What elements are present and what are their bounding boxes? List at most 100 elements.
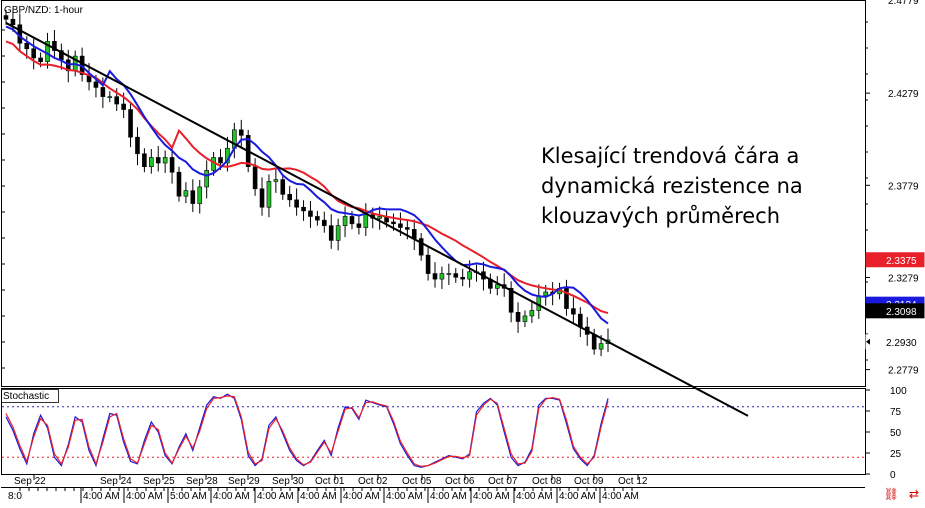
candle-body: [287, 194, 293, 201]
candle-body: [252, 166, 258, 190]
candle-body: [107, 96, 113, 98]
candle-body: [142, 153, 147, 167]
candle-body: [494, 284, 500, 289]
candle-body: [467, 271, 472, 280]
price-tag-label-trendline: 2.3098: [886, 307, 917, 318]
x-date-label: Sep 22: [14, 476, 46, 487]
candle-body: [273, 179, 279, 182]
stochastic-title-box: [1, 389, 59, 403]
candle-body: [564, 288, 569, 309]
candle-body: [308, 210, 313, 217]
candle-body: [439, 273, 445, 280]
x-date-label: Oct 08: [532, 476, 562, 487]
x-date-label: Sep 28: [186, 476, 218, 487]
price-tag-label-last-price: 2.2930: [886, 338, 917, 349]
candle-body: [446, 273, 452, 275]
y-tick-label: 2.3279: [888, 273, 919, 284]
x-date-label: Oct 07: [488, 476, 518, 487]
x-date-label: Oct 06: [445, 476, 475, 487]
candle-body: [328, 225, 334, 241]
y-tick-label: 2.4279: [888, 89, 919, 100]
footer-icons: ⛓ ⇄: [884, 487, 919, 501]
stochastic-y-tick-label: 0: [890, 470, 896, 481]
candle-body: [114, 96, 120, 105]
x-time-label: 4:00 AM: [83, 491, 120, 502]
candle-body: [128, 109, 133, 138]
candle-body: [38, 57, 43, 62]
main-y-axis: [865, 92, 870, 371]
x-date-label: Sep 30: [272, 476, 304, 487]
candle-body: [31, 48, 36, 59]
stochastic-y-tick-label: 75: [890, 407, 902, 418]
x-time-label: 4:00 AM: [386, 491, 423, 502]
candle-body: [432, 273, 438, 280]
link-icon[interactable]: ⛓: [883, 487, 899, 501]
arrows-icon[interactable]: ⇄: [908, 487, 919, 501]
fast-moving-average-line: [5, 25, 609, 325]
candle-body: [598, 343, 604, 350]
candle-body: [204, 170, 209, 188]
candle-body: [342, 216, 348, 226]
stochastic-series-0: [5, 393, 609, 468]
candle-body: [183, 190, 189, 197]
candle-body: [425, 254, 431, 274]
candle-body: [10, 18, 16, 26]
last-price-marker: [866, 338, 870, 345]
candle-body: [301, 206, 306, 212]
candle-body: [24, 42, 30, 50]
candle-body: [377, 216, 382, 219]
candle-body: [356, 223, 362, 228]
main-plot-frame: [1, 0, 866, 387]
candle-body: [218, 157, 223, 164]
x-time-label: 4:00 AM: [213, 491, 250, 502]
candle-body: [280, 179, 286, 195]
x-time-label: 4:00 AM: [126, 491, 163, 502]
candle-body: [190, 190, 196, 204]
candle-body: [591, 334, 597, 350]
candle-body: [259, 188, 265, 208]
candle-body: [349, 216, 355, 225]
candle-body: [315, 216, 320, 221]
candle-body: [418, 238, 424, 256]
candle-body: [321, 219, 327, 226]
x-axis-labels: [33, 474, 639, 503]
x-time-label: 4:00 AM: [516, 491, 553, 502]
trendline-annotation: Klesající trendová čára a dynamická rezi…: [541, 144, 803, 228]
x-date-label: Oct 05: [402, 476, 432, 487]
x-date-label: Sep 24: [100, 476, 132, 487]
x-time-label: 4:00 AM: [430, 491, 467, 502]
x-date-label: Oct 01: [315, 476, 345, 487]
candle-body: [155, 157, 161, 164]
candle-body: [391, 221, 396, 225]
candle-body: [536, 295, 542, 311]
candle-body: [52, 41, 57, 51]
candle-body: [571, 308, 576, 315]
candle-body: [238, 129, 244, 136]
trendline: [5, 22, 749, 417]
candle-body: [121, 103, 126, 110]
candle-body: [453, 273, 459, 278]
candle-body: [508, 288, 514, 313]
candle-body: [460, 276, 465, 280]
x-time-label: 5:00 AM: [170, 491, 207, 502]
x-time-label: 4:00 AM: [343, 491, 380, 502]
candle-body: [266, 181, 272, 208]
candle-body: [135, 136, 140, 155]
stochastic-y-tick-label: 100: [890, 386, 907, 397]
candle-body: [363, 214, 369, 228]
price-tag-slow-ma: [865, 252, 925, 268]
candle-body: [176, 171, 182, 197]
candle-body: [162, 157, 168, 164]
x-date-label: Oct 02: [358, 476, 388, 487]
x-time-label: 8:0: [8, 491, 22, 502]
candle-body: [515, 311, 521, 322]
x-date-label: Sep 25: [143, 476, 175, 487]
price-tag-label-slow-ma: 2.3375: [886, 256, 917, 267]
candle-body: [335, 225, 341, 241]
candle-body: [3, 15, 9, 20]
y-tick-label: 2.3779: [888, 181, 919, 192]
y-tick-label-top: 2.4779: [888, 0, 919, 7]
candle-body: [169, 157, 175, 173]
x-time-label: 4:00 AM: [257, 491, 294, 502]
